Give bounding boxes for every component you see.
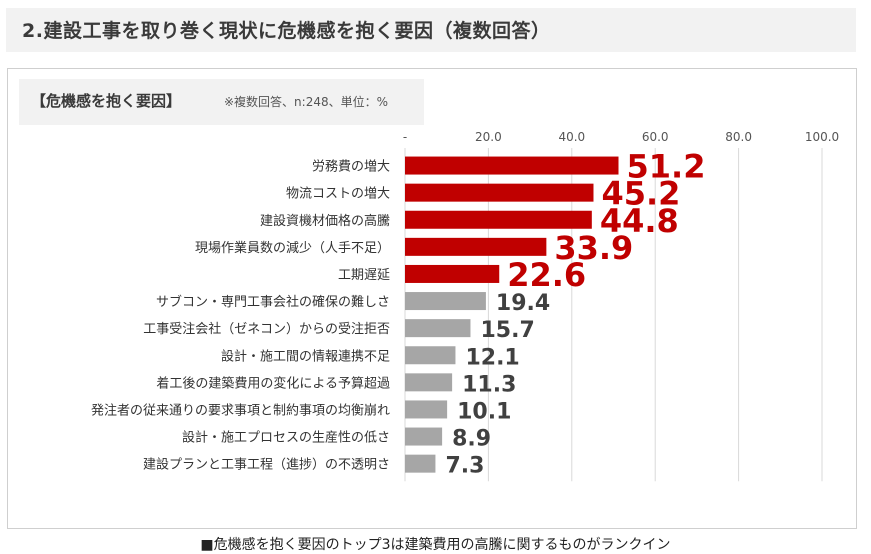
bar [405,264,500,283]
value-label: 11.3 [462,372,516,397]
category-label: 工事受注会社（ゼネコン）からの受注拒否 [143,321,390,337]
category-label: サブコン・専門工事会社の確保の難しさ [156,294,390,310]
value-label: 12.1 [465,345,519,370]
category-label: 物流コストの増大 [286,187,390,202]
bar [405,319,471,338]
category-label: 発注者の従来通りの要求事項と制約事項の均衡崩れ [91,403,390,418]
bar [405,373,453,392]
category-label: 工期遅延 [338,268,390,283]
footer-caption: ■危機感を抱く要因のトップ3は建築費用の高騰に関するものがランクイン [200,537,671,553]
category-label: 建設プランと工事工程（進捗）の不透明さ [143,457,390,473]
x-tick-label: - [403,130,407,144]
bar [405,292,486,311]
bar [405,210,592,229]
value-label: 15.7 [480,318,534,343]
x-tick-label: 40.0 [558,130,585,144]
value-label: 8.9 [452,427,491,452]
category-label: 着工後の建築費用の変化による予算超過 [156,375,390,391]
value-label: 44.8 [600,202,679,240]
value-label: 10.1 [457,399,511,424]
category-label: 設計・施工間の情報連携不足 [221,348,390,364]
x-tick-label: 20.0 [475,130,502,144]
header-bar: 2.建設工事を取り巻く現状に危機感を抱く要因（複数回答） [6,8,856,52]
bar [405,183,594,202]
bar [405,156,619,175]
chart-note: ※複数回答、n:248、単位：% [224,95,389,109]
x-tick-label: 100.0 [805,130,839,144]
category-label: 建設資機材価格の高騰 [260,213,390,229]
bar [405,427,443,446]
x-tick-label: 60.0 [642,130,669,144]
category-label: 労務費の増大 [312,160,390,175]
chart-header-box: 【危機感を抱く要因】 ※複数回答、n:248、単位：% [19,79,424,125]
value-label: 22.6 [507,256,586,294]
bar [405,346,456,365]
bar [405,237,547,256]
value-label: 33.9 [554,229,633,267]
x-tick-label: 80.0 [725,130,752,144]
bar [405,454,436,473]
category-label: 現場作業員数の減少（人手不足） [195,240,390,256]
chart-title: 【危機感を抱く要因】 [31,92,182,110]
value-label: 19.4 [496,291,550,316]
page-title: 2.建設工事を取り巻く現状に危機感を抱く要因（複数回答） [22,20,551,42]
category-label: 設計・施工プロセスの生産性の低さ [182,430,390,446]
value-label: 45.2 [601,175,680,213]
value-label: 7.3 [445,454,484,479]
bar [405,400,448,419]
value-label: 51.2 [627,148,706,186]
